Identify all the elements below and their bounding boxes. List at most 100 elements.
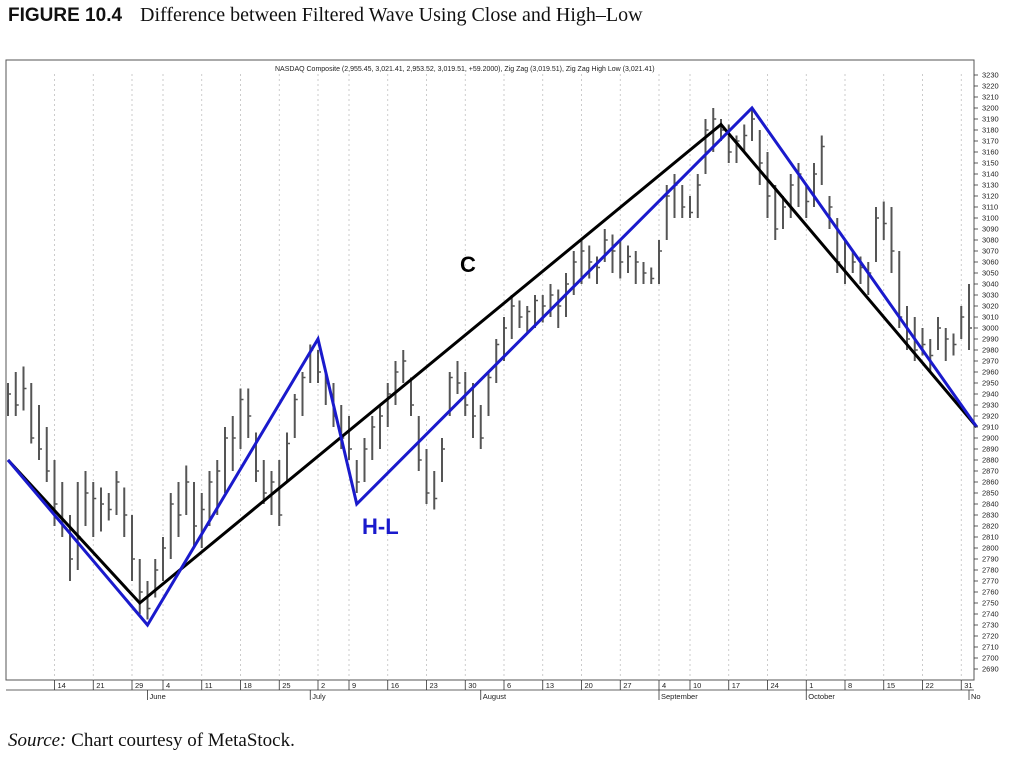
x-day-label: 24 [771, 681, 779, 690]
x-month-label: No [971, 692, 981, 701]
y-tick-label: 3070 [982, 247, 999, 256]
price-bars [7, 108, 972, 620]
y-axis: 2690 2700 2710 2720 2730 2740 2750 2760 2770 2780… [974, 71, 999, 674]
high-low-wave-label: H-L [362, 514, 399, 539]
figure-caption: Difference between Filtered Wave Using C… [140, 4, 643, 26]
y-tick-label: 3180 [982, 126, 999, 135]
y-tick-label: 3190 [982, 115, 999, 124]
y-tick-label: 2700 [982, 654, 999, 663]
x-month-label: September [661, 692, 698, 701]
x-day-label: 4 [166, 681, 170, 690]
y-tick-label: 2920 [982, 412, 999, 421]
y-tick-label: 2760 [982, 588, 999, 597]
y-tick-label: 2950 [982, 379, 999, 388]
y-tick-label: 2930 [982, 401, 999, 410]
y-tick-label: 3000 [982, 324, 999, 333]
y-tick-label: 3170 [982, 137, 999, 146]
y-tick-label: 2690 [982, 665, 999, 674]
x-day-label: 18 [244, 681, 252, 690]
y-tick-label: 3120 [982, 192, 999, 201]
x-day-label: 14 [58, 681, 66, 690]
x-day-label: 15 [887, 681, 895, 690]
y-tick-label: 2730 [982, 621, 999, 630]
y-tick-label: 2780 [982, 566, 999, 575]
x-month-label: July [312, 692, 326, 701]
y-tick-label: 3210 [982, 93, 999, 102]
y-tick-label: 2790 [982, 555, 999, 564]
figure-title: FIGURE 10.4 Difference between Filtered W… [8, 4, 643, 32]
x-day-label: 30 [468, 681, 476, 690]
y-tick-label: 2870 [982, 467, 999, 476]
y-tick-label: 3230 [982, 71, 999, 80]
y-tick-label: 2860 [982, 478, 999, 487]
y-tick-label: 2910 [982, 423, 999, 432]
y-tick-label: 3080 [982, 236, 999, 245]
y-tick-label: 3020 [982, 302, 999, 311]
y-tick-label: 3200 [982, 104, 999, 113]
x-day-label: 27 [623, 681, 631, 690]
y-tick-label: 3050 [982, 269, 999, 278]
x-day-label: 11 [205, 681, 213, 690]
y-tick-label: 3150 [982, 159, 999, 168]
x-month-label: June [150, 692, 166, 701]
x-month-label: October [808, 692, 835, 701]
x-month-label: August [483, 692, 507, 701]
y-tick-label: 3220 [982, 82, 999, 91]
y-tick-label: 2830 [982, 511, 999, 520]
y-tick-label: 2900 [982, 434, 999, 443]
y-tick-label: 3090 [982, 225, 999, 234]
zigzag-lines [6, 105, 978, 628]
y-tick-label: 2890 [982, 445, 999, 454]
y-tick-label: 3040 [982, 280, 999, 289]
x-day-label: 16 [391, 681, 399, 690]
y-tick-label: 3060 [982, 258, 999, 267]
x-day-label: 25 [282, 681, 290, 690]
y-tick-label: 2720 [982, 632, 999, 641]
x-day-label: 20 [585, 681, 593, 690]
close-wave-label: C [460, 252, 476, 277]
y-tick-label: 2840 [982, 500, 999, 509]
y-tick-label: 2740 [982, 610, 999, 619]
y-tick-label: 3130 [982, 181, 999, 190]
x-day-label: 23 [430, 681, 438, 690]
x-day-label: 4 [662, 681, 666, 690]
x-day-label: 29 [135, 681, 143, 690]
x-day-label: 9 [352, 681, 356, 690]
y-tick-label: 2980 [982, 346, 999, 355]
gridlines [54, 74, 962, 680]
y-tick-label: 2770 [982, 577, 999, 586]
x-day-label: 22 [926, 681, 934, 690]
chart-header: NASDAQ Composite (2,955.45, 3,021.41, 2,… [275, 66, 655, 73]
y-tick-label: 3140 [982, 170, 999, 179]
y-tick-label: 2990 [982, 335, 999, 344]
source-text: Chart courtesy of MetaStock. [71, 730, 295, 751]
x-day-label: 8 [848, 681, 852, 690]
x-day-label: 1 [809, 681, 813, 690]
high-low-zigzag-line [6, 105, 978, 628]
x-day-label: 13 [546, 681, 554, 690]
y-tick-label: 2880 [982, 456, 999, 465]
y-tick-label: 2710 [982, 643, 999, 652]
x-day-label: 31 [964, 681, 972, 690]
y-tick-label: 2810 [982, 533, 999, 542]
y-tick-label: 3030 [982, 291, 999, 300]
source-label: Source: [8, 730, 67, 751]
y-tick-label: 2960 [982, 368, 999, 377]
y-tick-label: 2850 [982, 489, 999, 498]
x-day-label: 17 [732, 681, 740, 690]
y-tick-label: 2750 [982, 599, 999, 608]
figure-number: FIGURE 10.4 [8, 5, 123, 26]
y-tick-label: 3010 [982, 313, 999, 322]
y-tick-label: 2800 [982, 544, 999, 553]
x-day-label: 10 [693, 681, 701, 690]
y-tick-label: 3160 [982, 148, 999, 157]
y-tick-label: 2940 [982, 390, 999, 399]
y-tick-label: 2820 [982, 522, 999, 531]
x-day-label: 6 [507, 681, 511, 690]
chart: 2690270027102720273027402750276027702780… [5, 59, 999, 701]
y-tick-label: 2970 [982, 357, 999, 366]
x-axis: 14 21 29 4 11 18 25 2 9 16 23 30 6 13 20 27 4 10 17 24 1 8 15 2… [6, 680, 981, 701]
y-tick-label: 3110 [982, 203, 998, 212]
close-zigzag-line [6, 122, 978, 606]
x-day-label: 21 [96, 681, 104, 690]
